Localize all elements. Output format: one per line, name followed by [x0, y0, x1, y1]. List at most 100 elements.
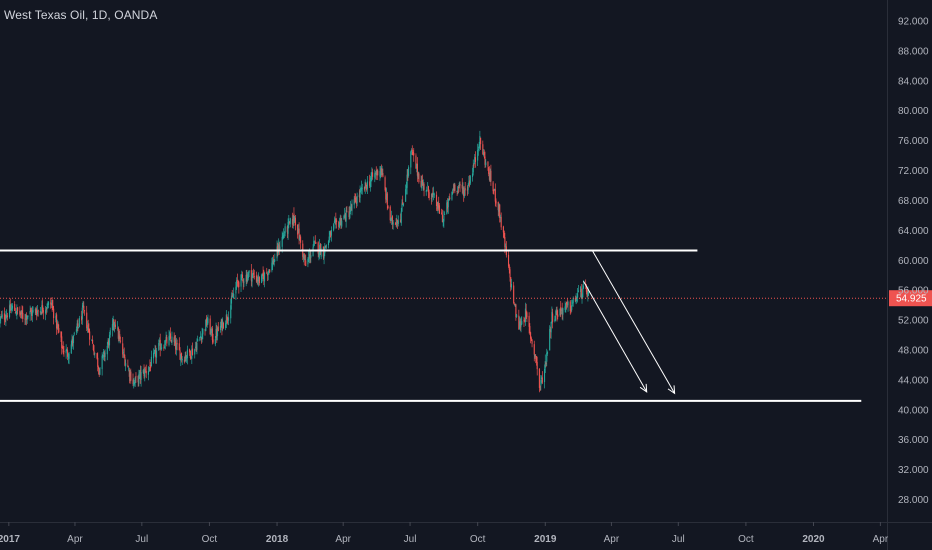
candle-body: [566, 304, 568, 305]
candle-body: [175, 343, 177, 350]
candle-body: [435, 194, 438, 207]
candle-body: [20, 312, 22, 315]
price-tick-label: 76.000: [898, 136, 929, 147]
candle-body: [278, 245, 280, 251]
candle-body: [133, 382, 135, 386]
candle-body: [71, 338, 73, 345]
candle-body: [289, 218, 291, 224]
candle-body: [53, 308, 55, 319]
trend-arrow-line[interactable]: [591, 250, 676, 394]
candle-body: [266, 273, 269, 276]
trend-arrow-head[interactable]: [639, 383, 648, 393]
candle-body: [363, 186, 366, 190]
candle-body: [416, 164, 418, 168]
candle-body: [160, 348, 162, 350]
candle-body: [117, 327, 119, 339]
candle-body: [417, 174, 419, 178]
candle-body: [196, 342, 198, 350]
price-axis[interactable]: 28.000 32.000 36.000 40.000 44.000 48.000 52.0…: [898, 16, 929, 506]
time-tick-label: Apr: [873, 534, 889, 545]
candle-body: [82, 305, 84, 308]
candle-body: [139, 371, 141, 374]
candle-body: [212, 339, 214, 343]
candle-body: [466, 189, 468, 191]
candle-body: [582, 288, 584, 298]
candle-body: [70, 344, 72, 354]
candle-body: [211, 328, 213, 341]
candle-body: [75, 329, 77, 332]
candle-body: [566, 301, 568, 305]
candle-body: [338, 222, 341, 228]
candle-body: [294, 217, 296, 226]
candle-body: [204, 329, 206, 331]
candle-body: [186, 356, 188, 359]
candle-body: [545, 362, 547, 364]
candle-body: [222, 321, 224, 329]
candle-body: [180, 354, 182, 361]
candle-body: [382, 173, 384, 177]
candle-body: [261, 275, 263, 284]
candle-body: [9, 303, 11, 311]
candle-body: [380, 168, 382, 173]
candle-body: [170, 340, 172, 342]
candle-body: [0, 318, 1, 321]
candle-body: [420, 180, 422, 187]
candle-body: [252, 272, 255, 275]
candle-body: [428, 192, 430, 198]
candle-body: [303, 253, 305, 260]
candle-body: [36, 310, 39, 315]
candle-body: [103, 351, 105, 354]
candle-body: [137, 376, 139, 383]
candle-body: [551, 311, 553, 323]
candle-body: [147, 370, 149, 375]
candle-body: [483, 152, 485, 156]
candle-body: [586, 290, 588, 297]
candle-body: [148, 367, 150, 370]
candle-body: [448, 198, 450, 201]
candle-body: [402, 202, 404, 205]
candle-body: [132, 379, 134, 384]
candle-body: [577, 290, 579, 293]
candle-body: [282, 235, 284, 239]
candle-body: [22, 312, 24, 319]
candle-body: [441, 212, 443, 214]
candle-body: [462, 188, 464, 190]
candle-body: [231, 295, 233, 297]
candle-body: [531, 339, 533, 344]
candle-body: [209, 318, 211, 335]
candle-body: [437, 202, 439, 209]
candle-body: [128, 368, 130, 370]
trend-arrow-head[interactable]: [667, 385, 676, 395]
candle-body: [484, 156, 486, 165]
trend-arrow-line[interactable]: [583, 280, 648, 393]
candle-body: [176, 343, 178, 345]
candle-body: [549, 329, 551, 332]
candle-body: [271, 262, 273, 271]
candle-body: [235, 286, 237, 294]
candle-body: [56, 314, 58, 329]
candle-body: [571, 305, 573, 310]
candle-body: [169, 333, 172, 339]
candle-body: [291, 218, 294, 225]
candle-body: [68, 353, 70, 359]
candle-body: [25, 315, 28, 320]
candle-body: [11, 307, 13, 311]
candle-body: [441, 214, 443, 223]
candle-body: [327, 241, 330, 246]
candle-body: [6, 315, 8, 318]
candle-body: [483, 152, 485, 156]
candle-body: [539, 386, 541, 388]
candle-body: [252, 273, 254, 276]
candle-body: [580, 288, 582, 298]
candle-body: [415, 155, 417, 169]
candle-body: [513, 285, 515, 304]
time-axis[interactable]: 2017 Apr Jul Oct 2018 Apr Jul Oct 2019 Apr Jul Oct 2…: [0, 522, 889, 545]
candle-body: [47, 303, 49, 308]
candle-body: [221, 319, 223, 331]
candle-body: [214, 339, 216, 345]
drawings-group[interactable]: [0, 249, 862, 402]
candle-body: [6, 314, 8, 318]
candle-body: [516, 314, 518, 318]
